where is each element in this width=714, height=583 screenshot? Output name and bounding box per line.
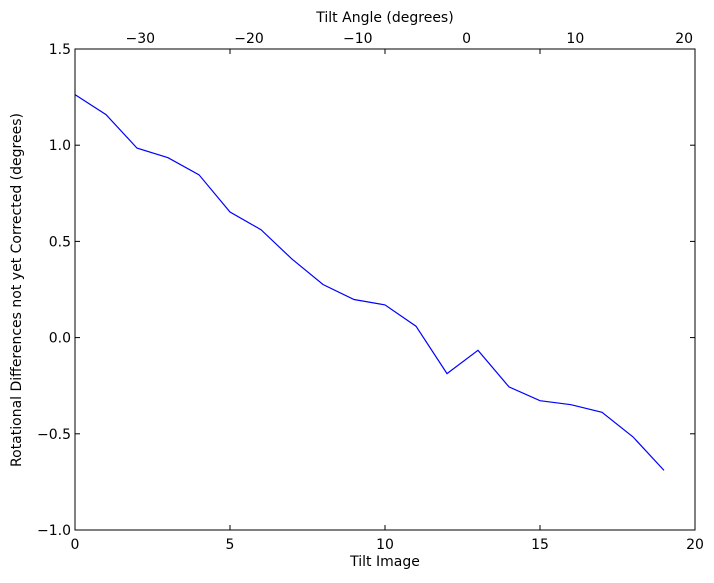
y-tick-label: −1.0 — [37, 523, 71, 539]
x-tick-label: 20 — [686, 537, 704, 553]
y-tick-label: 0.0 — [49, 331, 71, 347]
series-line — [75, 95, 664, 471]
plot-frame — [75, 49, 695, 530]
y-axis-label: Rotational Differences not yet Corrected… — [9, 113, 25, 467]
x2-tick-label: −10 — [343, 31, 373, 47]
x2-tick-label: −20 — [234, 31, 264, 47]
x2-axis-label: Tilt Angle (degrees) — [315, 10, 453, 26]
x2-tick-label: 20 — [675, 31, 693, 47]
x-axis-label: Tilt Image — [349, 554, 420, 570]
x-tick-label: 15 — [531, 537, 549, 553]
y-tick-label: 1.5 — [49, 42, 71, 58]
x2-tick-label: 10 — [566, 31, 584, 47]
x2-tick-label: 0 — [462, 31, 471, 47]
x-tick-label: 5 — [226, 537, 235, 553]
y-tick-label: −0.5 — [37, 427, 71, 443]
x-tick-label: 0 — [71, 537, 80, 553]
x-tick-label: 10 — [376, 537, 394, 553]
x2-tick-label: −30 — [125, 31, 155, 47]
y-tick-label: 1.0 — [49, 138, 71, 154]
y-tick-label: 0.5 — [49, 234, 71, 250]
